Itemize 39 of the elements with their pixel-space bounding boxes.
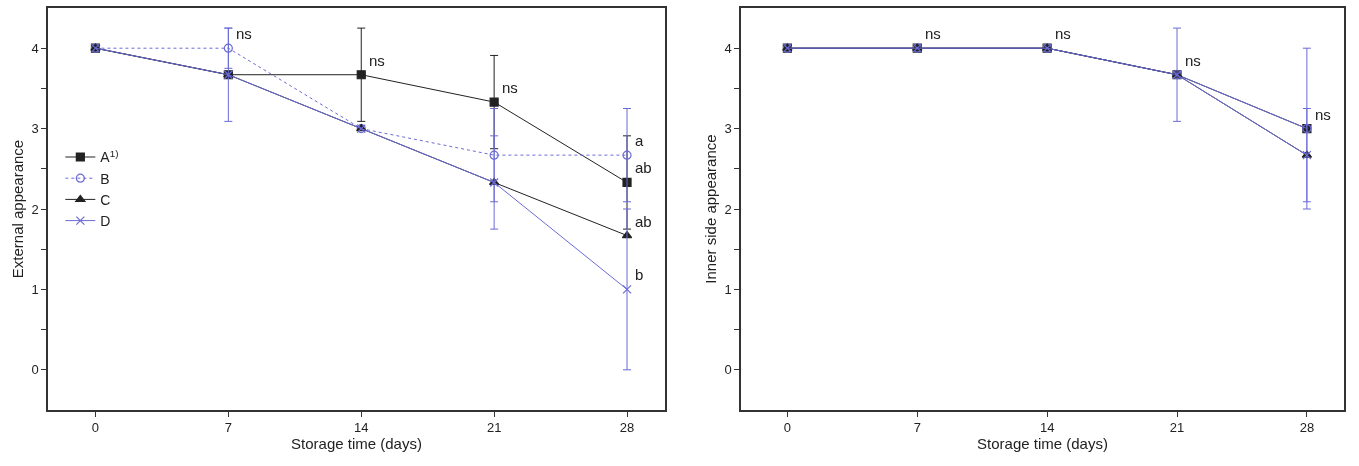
y-axis-title: Inner side appearance: [702, 134, 720, 284]
y-tick-label: 0: [31, 362, 39, 378]
annotation: ns: [925, 25, 941, 42]
x-tick-label: 28: [619, 420, 635, 436]
x-tick-label: 21: [1169, 420, 1185, 436]
annotation: ns: [236, 25, 252, 42]
x-tick-label: 7: [913, 420, 921, 436]
legend-label: A$^{1)}$: [100, 147, 119, 166]
x-tick-label: 21: [486, 420, 502, 436]
y-tick-label: 2: [31, 201, 39, 217]
x-tick-label: 0: [91, 420, 100, 436]
y-tick-label: 3: [31, 121, 39, 137]
annotation: b: [635, 266, 644, 283]
annotation: ns: [1315, 106, 1331, 123]
x-tick-label: 7: [224, 420, 232, 436]
annotation: ns: [369, 52, 385, 69]
annotation: ns: [502, 79, 518, 96]
y-tick-label: 2: [724, 201, 732, 217]
annotation: ab: [635, 213, 652, 230]
x-tick-label: 14: [1039, 420, 1055, 436]
y-tick-label: 1: [724, 281, 732, 297]
y-tick-label: 4: [724, 40, 732, 56]
y-tick-label: 0: [724, 362, 732, 378]
y-axis-title: External appearance: [9, 139, 27, 279]
y-tick-label: 4: [31, 40, 39, 56]
y-tick-label: 1: [31, 281, 39, 297]
legend-label: B: [100, 170, 110, 187]
annotation: a: [635, 132, 644, 149]
x-tick-label: 0: [783, 420, 791, 436]
x-tick-label: 28: [1299, 420, 1315, 436]
annotation: ab: [635, 159, 652, 176]
x-axis-title: Storage time (days): [977, 435, 1108, 453]
legend-label: C: [100, 191, 111, 208]
legend-label: D: [100, 213, 111, 230]
annotation: ns: [1055, 25, 1071, 42]
x-axis-title: Storage time (days): [291, 435, 422, 453]
y-tick-label: 3: [724, 121, 732, 137]
x-tick-label: 14: [354, 420, 369, 436]
annotation: ns: [1185, 52, 1201, 69]
